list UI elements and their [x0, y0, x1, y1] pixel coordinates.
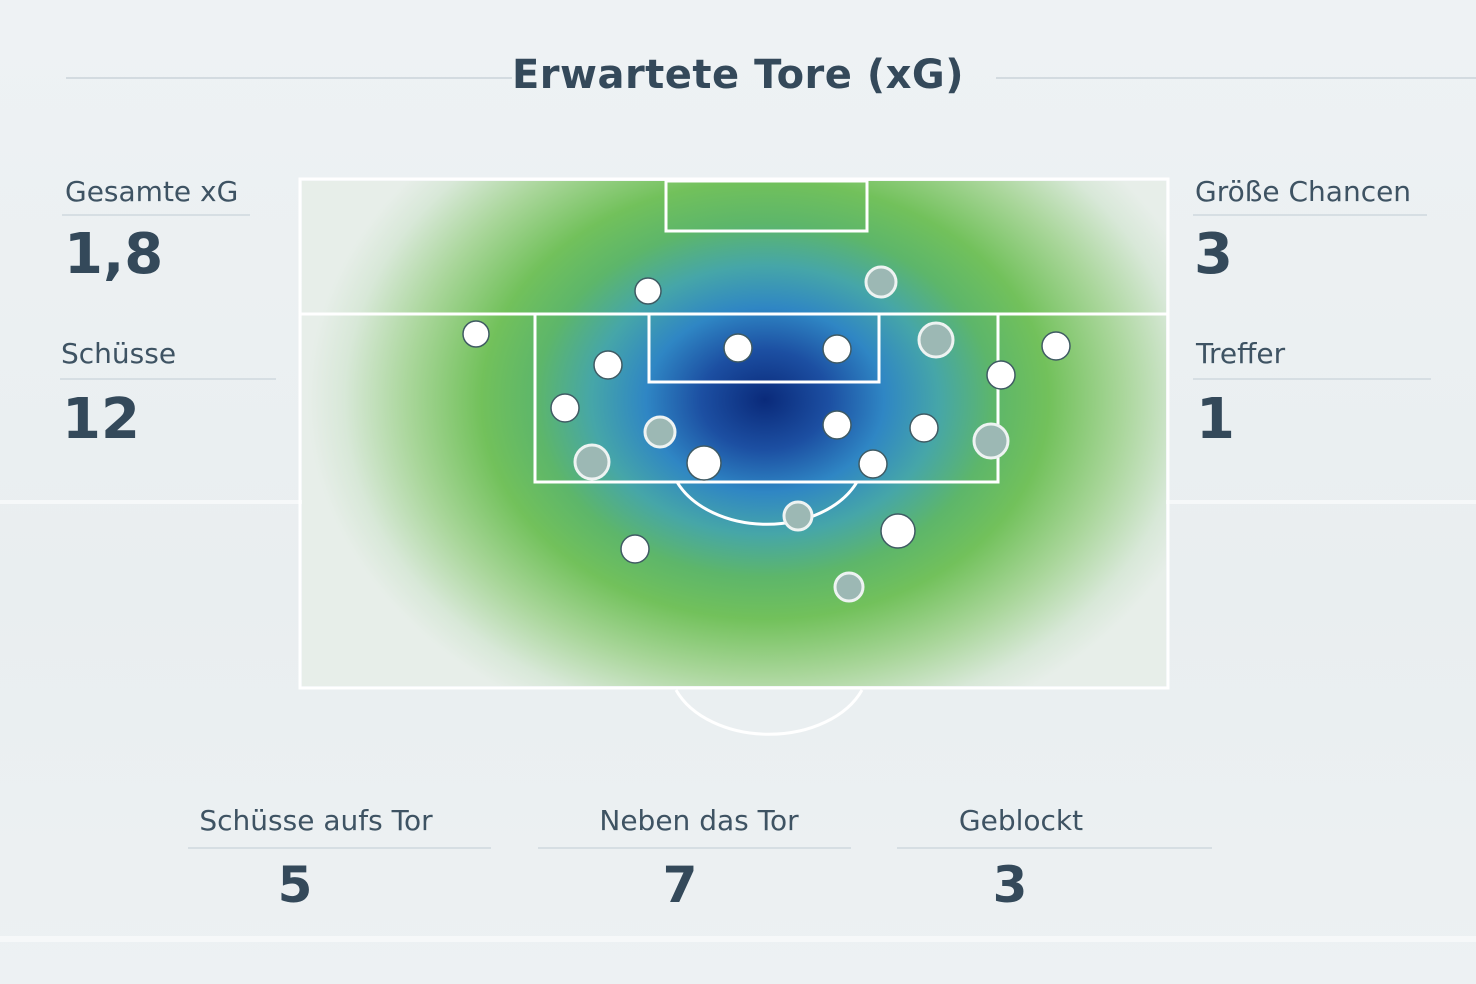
stat-label: Schüsse — [61, 337, 177, 370]
shot-marker — [833, 571, 865, 603]
stat-value: 1 — [1196, 387, 1235, 452]
shot-marker — [822, 410, 852, 440]
shot-marker — [909, 413, 939, 443]
stat-divider — [538, 847, 851, 849]
shot-marker — [686, 445, 722, 481]
stat-label: Gesamte xG — [65, 175, 239, 208]
stat-value: 3 — [1194, 222, 1233, 287]
six-yard-box — [647, 312, 881, 384]
shot-marker — [550, 393, 580, 423]
stat-divider — [62, 214, 250, 216]
shot-marker — [822, 334, 852, 364]
shot-marker — [858, 449, 888, 479]
goal-box-top — [664, 179, 869, 233]
shot-marker — [634, 277, 662, 305]
stat-label: Neben das Tor — [599, 804, 799, 837]
stat-divider — [188, 847, 491, 849]
shot-marker — [864, 265, 898, 299]
stat-value: 7 — [662, 856, 698, 914]
shot-marker — [1041, 331, 1071, 361]
shot-marker — [986, 360, 1016, 390]
shot-marker — [643, 415, 677, 449]
stat-divider — [60, 378, 276, 380]
stat-value: 5 — [277, 856, 313, 914]
shot-marker — [573, 443, 611, 481]
shot-marker — [972, 422, 1010, 460]
stat-value: 12 — [62, 387, 140, 452]
stat-label: Geblockt — [958, 804, 1084, 837]
title-rule-right — [996, 77, 1476, 79]
stat-label: Größe Chancen — [1195, 175, 1412, 208]
title-rule-left — [66, 77, 512, 79]
shot-marker — [723, 333, 753, 363]
shot-marker — [917, 321, 955, 359]
shot-marker — [593, 350, 623, 380]
shot-markers — [462, 265, 1071, 603]
bottom-divider — [0, 936, 1476, 942]
xg-heatmap — [302, 181, 1166, 686]
stat-divider — [1193, 378, 1431, 380]
center-arc — [674, 689, 864, 736]
pitch-outline — [298, 177, 1170, 690]
stat-divider — [897, 847, 1212, 849]
stat-label: Treffer — [1196, 337, 1286, 370]
page-title: Erwartete Tore (xG) — [511, 52, 965, 98]
stat-divider — [1193, 214, 1427, 216]
shot-marker — [782, 500, 814, 532]
shot-marker — [880, 513, 916, 549]
stat-value: 1,8 — [64, 222, 164, 287]
shot-marker — [462, 320, 490, 348]
shot-marker — [620, 534, 650, 564]
penalty-arc — [675, 481, 859, 526]
stat-label: Schüsse aufs Tor — [199, 804, 433, 837]
stat-value: 3 — [992, 856, 1028, 914]
